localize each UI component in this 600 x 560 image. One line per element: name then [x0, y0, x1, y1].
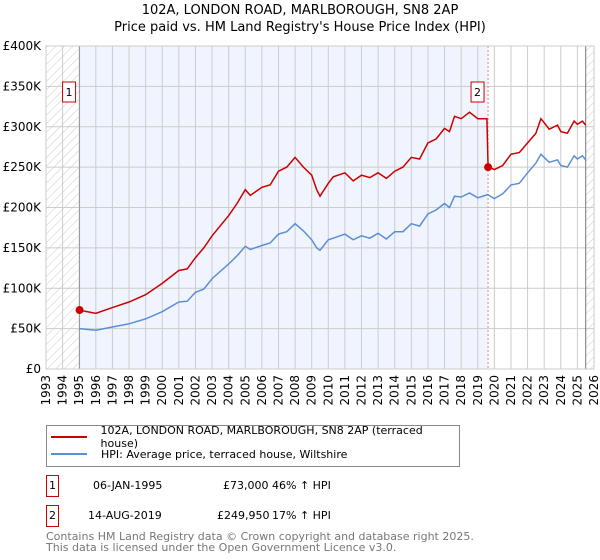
- transaction-date: 06-JAN-1995: [93, 479, 163, 492]
- transaction-row: 1 06-JAN-1995 £73,000 46% ↑ HPI: [46, 475, 446, 497]
- x-tick-label: 2022: [521, 375, 535, 406]
- licence-text: This data is licensed under the Open Gov…: [46, 541, 397, 554]
- x-tick-label: 2001: [172, 375, 186, 406]
- sale-label-box-1: [62, 81, 77, 103]
- legend-swatch-red: [51, 436, 87, 438]
- marker-badge: 1: [46, 475, 59, 497]
- y-tick-label: £150K: [3, 241, 43, 255]
- transaction-hpi: 46% ↑ HPI: [272, 479, 331, 492]
- x-tick-label: 2018: [454, 375, 468, 406]
- y-tick-label: £250K: [3, 160, 43, 174]
- x-tick-label: 2006: [255, 375, 269, 406]
- x-tick-label: 2021: [504, 375, 518, 406]
- x-tick-label: 2008: [288, 375, 302, 406]
- x-tick-label: 2014: [388, 375, 402, 406]
- x-tick-label: 2023: [537, 375, 551, 406]
- x-tick-label: 1995: [72, 375, 86, 406]
- x-tick-label: 2005: [238, 375, 252, 406]
- x-tick-label: 1999: [139, 375, 153, 406]
- x-tick-label: 2020: [487, 375, 501, 406]
- x-tick-label: 2017: [438, 375, 452, 406]
- y-tick-label: £400K: [3, 39, 43, 53]
- plot-border: [45, 45, 595, 370]
- x-tick-label: 2026: [587, 375, 600, 406]
- x-tick-label: 2011: [338, 375, 352, 406]
- sale-marker-2: [484, 163, 493, 172]
- transaction-price: £249,950: [217, 509, 270, 522]
- legend-swatch-blue: [51, 453, 87, 455]
- chart-title: 102A, LONDON ROAD, MARLBOROUGH, SN8 2AP: [141, 3, 459, 18]
- x-tick-label: 2019: [471, 375, 485, 406]
- legend-label: 102A, LONDON ROAD, MARLBOROUGH, SN8 2AP …: [100, 424, 423, 450]
- x-tick-label: 2000: [155, 375, 169, 406]
- legend-label: HPI: Average price, terraced house, Wilt…: [101, 447, 348, 461]
- y-tick-label: £300K: [3, 120, 43, 134]
- x-tick-label: 2010: [321, 375, 335, 406]
- x-tick-label: 2003: [205, 375, 219, 406]
- transaction-row: 2 14-AUG-2019 £249,950 17% ↑ HPI: [46, 505, 446, 527]
- x-tick-label: 1993: [39, 375, 53, 406]
- x-tick-label: 1996: [89, 375, 103, 406]
- x-tick-label: 2004: [222, 375, 236, 406]
- y-tick-label: £200K: [3, 201, 43, 215]
- sale-label-2: 2: [474, 86, 481, 99]
- y-tick-label: £0: [26, 362, 41, 376]
- price-chart: 1993 1994 1995 1996 1997 1998 1999 2000 2001 2002…: [3, 39, 600, 406]
- marker-badge: 2: [46, 505, 59, 527]
- chart-subtitle: Price paid vs. HM Land Registry's House …: [114, 20, 486, 35]
- x-tick-label: 2016: [421, 375, 435, 406]
- x-tick-label: 1994: [56, 375, 70, 406]
- y-tick-label: £100K: [3, 281, 43, 295]
- y-tick-label: £50K: [10, 322, 42, 336]
- transaction-hpi: 17% ↑ HPI: [272, 509, 331, 522]
- x-tick-label: 2009: [305, 375, 319, 406]
- legend-item-property: 102A, LONDON ROAD, MARLBOROUGH, SN8 2AP …: [51, 424, 459, 450]
- x-tick-label: 2007: [271, 375, 285, 406]
- x-tick-label: 2024: [554, 375, 568, 406]
- transaction-price: £73,000: [223, 479, 269, 492]
- x-tick-label: 2002: [188, 375, 202, 406]
- copyright-text: Contains HM Land Registry data © Crown c…: [46, 530, 474, 543]
- x-tick-label: 1998: [122, 375, 136, 406]
- x-tick-label: 2012: [355, 375, 369, 406]
- x-tick-label: 2015: [404, 375, 418, 406]
- y-tick-label: £350K: [3, 79, 43, 93]
- sale-label-box-2: [470, 81, 485, 103]
- sale-marker-1: [75, 306, 84, 315]
- footer: Contains HM Land Registry data © Crown c…: [46, 531, 474, 553]
- hpi-line: [79, 152, 587, 331]
- transaction-date: 14-AUG-2019: [88, 509, 162, 522]
- legend-item-hpi: HPI: Average price, terraced house, Wilt…: [51, 446, 347, 462]
- x-tick-label: 2025: [570, 375, 584, 406]
- legend: 102A, LONDON ROAD, MARLBOROUGH, SN8 2AP …: [46, 424, 460, 467]
- property-price-line: [79, 111, 587, 315]
- x-tick-label: 2013: [371, 375, 385, 406]
- x-tick-label: 1997: [105, 375, 119, 406]
- sale-label-1: 1: [66, 86, 73, 99]
